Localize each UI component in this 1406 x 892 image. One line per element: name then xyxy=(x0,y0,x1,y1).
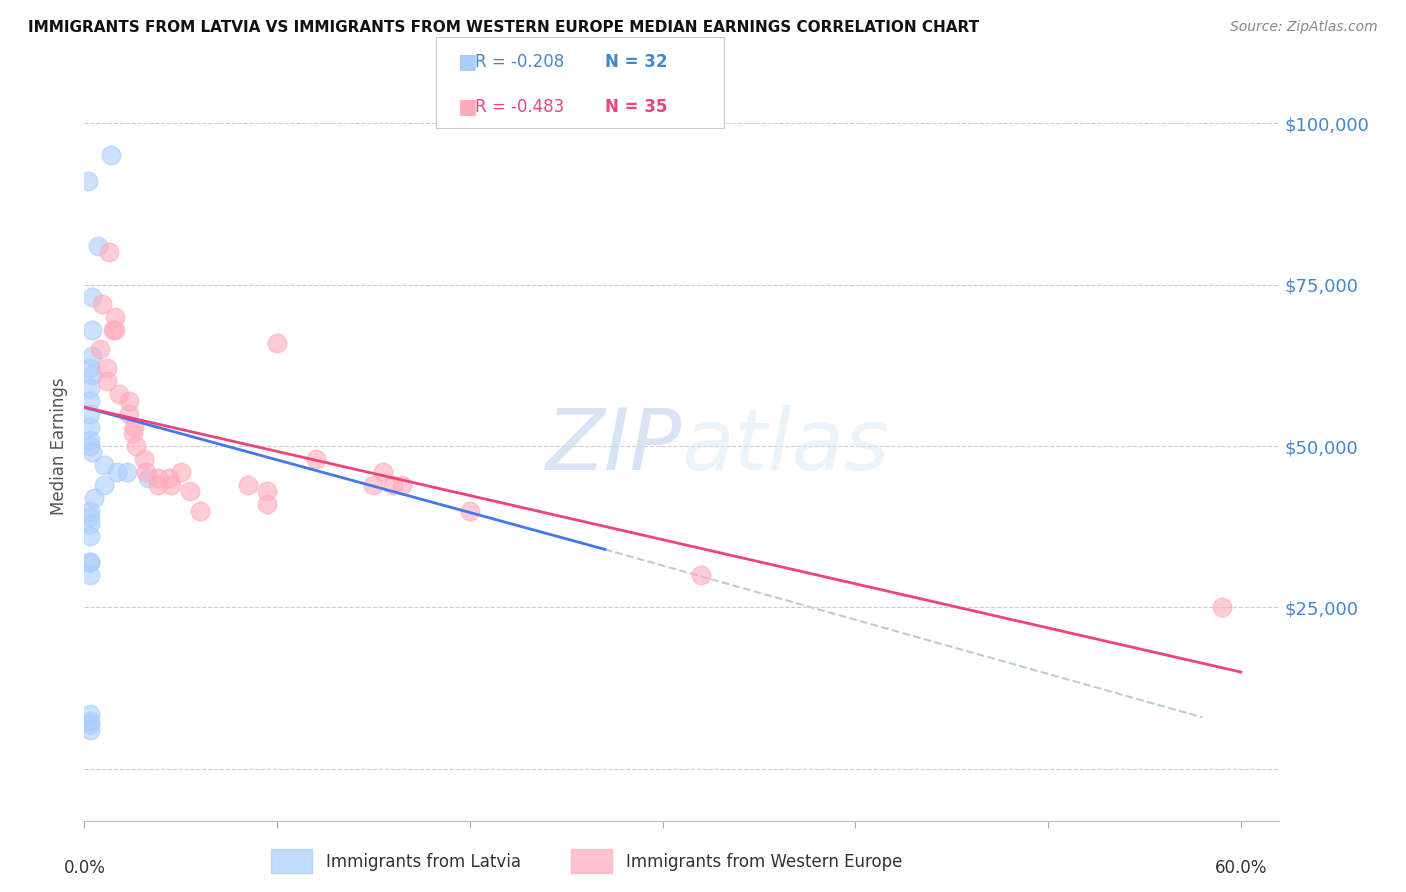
Legend: Immigrants from Latvia, Immigrants from Western Europe: Immigrants from Latvia, Immigrants from … xyxy=(264,843,908,880)
Point xyxy=(135,465,157,479)
Point xyxy=(79,439,101,453)
Point xyxy=(115,465,138,479)
Point xyxy=(1211,600,1233,615)
Point xyxy=(79,555,101,569)
Point xyxy=(136,471,159,485)
Point xyxy=(121,426,143,441)
Point xyxy=(80,368,103,382)
Point xyxy=(80,323,103,337)
Text: Source: ZipAtlas.com: Source: ZipAtlas.com xyxy=(1230,20,1378,34)
Point xyxy=(458,503,481,517)
Point xyxy=(266,335,288,350)
Point xyxy=(96,375,118,389)
Point xyxy=(79,714,101,728)
Text: ■: ■ xyxy=(457,53,477,72)
Point xyxy=(146,471,169,485)
Point xyxy=(118,393,141,408)
Point xyxy=(98,245,121,260)
Text: N = 35: N = 35 xyxy=(605,98,666,116)
Point xyxy=(83,491,105,505)
Point xyxy=(80,349,103,363)
Point xyxy=(79,393,101,408)
Point xyxy=(391,477,413,491)
Point xyxy=(238,477,260,491)
Point xyxy=(690,568,713,582)
Point xyxy=(79,433,101,447)
Point xyxy=(179,484,201,499)
Point xyxy=(363,477,385,491)
Point xyxy=(79,568,101,582)
Point xyxy=(125,439,148,453)
Point xyxy=(160,477,183,491)
Point xyxy=(79,516,101,531)
Text: 0.0%: 0.0% xyxy=(63,859,105,878)
Point xyxy=(100,148,122,162)
Point xyxy=(170,465,193,479)
Point xyxy=(87,239,110,253)
Text: IMMIGRANTS FROM LATVIA VS IMMIGRANTS FROM WESTERN EUROPE MEDIAN EARNINGS CORRELA: IMMIGRANTS FROM LATVIA VS IMMIGRANTS FRO… xyxy=(28,20,979,35)
Point xyxy=(108,387,131,401)
Point xyxy=(132,451,156,466)
Point xyxy=(79,716,101,731)
Point xyxy=(79,529,101,543)
Text: ZIP: ZIP xyxy=(546,404,682,488)
Point xyxy=(256,497,278,511)
Point xyxy=(79,381,101,395)
Point xyxy=(79,510,101,524)
Text: ■: ■ xyxy=(457,97,477,117)
Point xyxy=(93,477,115,491)
Point xyxy=(79,419,101,434)
Point xyxy=(90,297,112,311)
Point xyxy=(105,465,128,479)
Point xyxy=(118,407,141,421)
Point xyxy=(80,445,103,459)
Text: R = -0.483: R = -0.483 xyxy=(475,98,564,116)
Point xyxy=(146,477,169,491)
Point xyxy=(93,458,115,473)
Point xyxy=(79,407,101,421)
Point xyxy=(79,707,101,722)
Point xyxy=(188,503,211,517)
Point xyxy=(103,323,125,337)
Point xyxy=(157,471,180,485)
Point xyxy=(79,723,101,738)
Point xyxy=(104,310,127,324)
Point xyxy=(124,419,146,434)
Y-axis label: Median Earnings: Median Earnings xyxy=(51,377,69,515)
Text: N = 32: N = 32 xyxy=(605,54,666,71)
Point xyxy=(79,555,101,569)
Point xyxy=(80,290,103,304)
Point xyxy=(79,503,101,517)
Point xyxy=(256,484,278,499)
Point xyxy=(77,174,100,188)
Text: 60.0%: 60.0% xyxy=(1215,859,1267,878)
Point xyxy=(305,451,328,466)
Text: R = -0.208: R = -0.208 xyxy=(475,54,564,71)
Text: atlas: atlas xyxy=(682,404,890,488)
Point xyxy=(96,361,118,376)
Point xyxy=(89,342,111,356)
Point xyxy=(79,361,101,376)
Point xyxy=(104,323,127,337)
Point xyxy=(381,477,404,491)
Point xyxy=(373,465,395,479)
